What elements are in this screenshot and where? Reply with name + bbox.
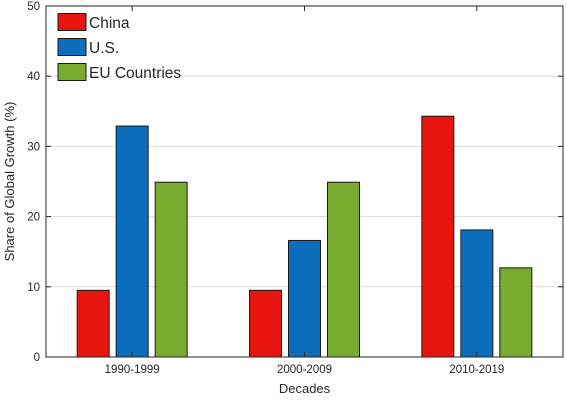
y-tick-label: 10 bbox=[27, 282, 40, 294]
y-tick-label: 0 bbox=[34, 352, 40, 364]
legend-label: U.S. bbox=[89, 40, 119, 57]
x-axis-label: Decades bbox=[279, 381, 331, 396]
x-tick-label: 2000-2009 bbox=[277, 364, 332, 376]
y-tick-label: 50 bbox=[27, 1, 40, 13]
legend-label: China bbox=[89, 15, 130, 32]
legend-swatch bbox=[57, 63, 87, 81]
bar-u-s-1990-1999 bbox=[115, 125, 149, 358]
x-axis-ticks: 1990-1999 2000-2009 2010-2019 bbox=[105, 6, 504, 376]
x-tick-label: 2010-2019 bbox=[449, 364, 504, 376]
bar-china-2000-2009 bbox=[249, 289, 282, 358]
legend-swatch bbox=[57, 13, 87, 31]
legend-swatch bbox=[57, 38, 87, 56]
bar-eu-countries-2010-2019 bbox=[499, 267, 533, 358]
y-axis-label: Share of Global Growth (%) bbox=[2, 102, 17, 262]
bar-china-2010-2019 bbox=[421, 115, 455, 358]
y-tick-label: 40 bbox=[27, 71, 40, 83]
bar-eu-countries-2000-2009 bbox=[327, 181, 360, 358]
y-axis-ticks: 0 10 20 30 40 50 bbox=[27, 1, 563, 364]
y-tick-label: 30 bbox=[27, 141, 40, 153]
bar-u-s-2000-2009 bbox=[288, 239, 321, 358]
bar-china-1990-1999 bbox=[76, 289, 110, 358]
bar-eu-countries-1990-1999 bbox=[154, 181, 188, 358]
bars bbox=[76, 115, 533, 358]
y-tick-label: 20 bbox=[27, 212, 40, 224]
bar-u-s-2010-2019 bbox=[460, 229, 494, 358]
legend-label: EU Countries bbox=[89, 65, 181, 82]
x-tick-label: 1990-1999 bbox=[105, 364, 160, 376]
legend: China U.S. EU Countries bbox=[57, 13, 181, 82]
